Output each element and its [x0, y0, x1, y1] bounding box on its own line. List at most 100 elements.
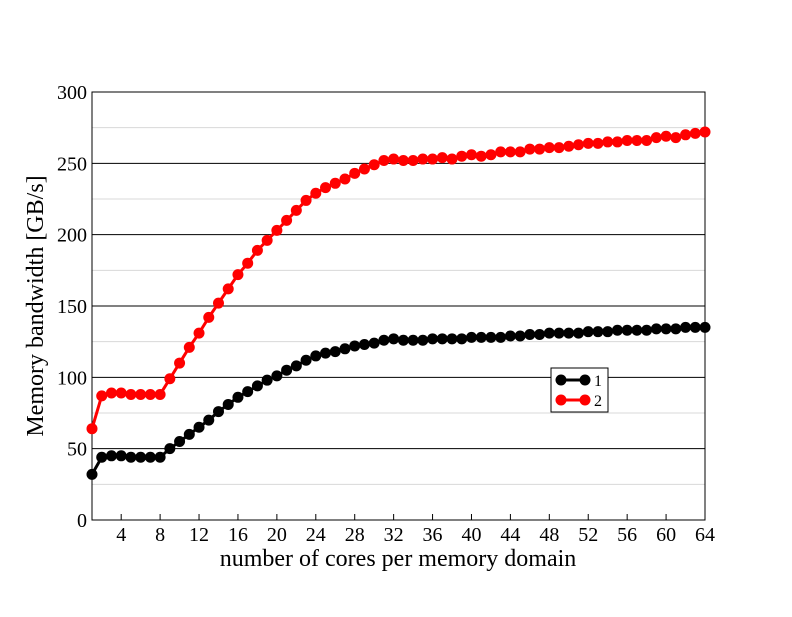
data-point [86, 468, 98, 480]
data-point [115, 450, 127, 462]
data-point [456, 333, 468, 345]
data-point [611, 136, 623, 148]
data-point [427, 333, 439, 345]
data-point [125, 388, 137, 400]
data-point [689, 127, 701, 139]
data-point [310, 350, 322, 362]
plot-frame [91, 91, 706, 521]
data-point [582, 326, 594, 338]
data-point [339, 173, 351, 185]
data-point [699, 126, 711, 138]
data-point [212, 297, 224, 309]
data-point [592, 137, 604, 149]
data-point [251, 244, 263, 256]
data-point [670, 132, 682, 144]
series-line [90, 325, 705, 476]
data-point [281, 364, 293, 376]
data-point [436, 152, 448, 164]
data-point [290, 204, 302, 216]
legend: 12 [550, 367, 609, 413]
data-point [144, 388, 156, 400]
data-point [212, 406, 224, 418]
data-point [164, 373, 176, 385]
data-point [504, 146, 516, 158]
x-tick-label: 4 [116, 524, 126, 546]
data-point [543, 142, 555, 154]
data-point [222, 398, 234, 410]
data-point [300, 194, 312, 206]
data-point [524, 329, 536, 341]
data-point [582, 137, 594, 149]
y-tick-label: 150 [57, 296, 87, 318]
data-point [670, 323, 682, 335]
data-point [475, 331, 487, 343]
x-tick-label: 64 [695, 524, 715, 546]
legend-marker [579, 374, 591, 386]
data-point [115, 387, 127, 399]
data-point [534, 143, 546, 155]
x-tick-label: 52 [578, 524, 598, 546]
data-point [378, 154, 390, 166]
x-tick-label: 28 [345, 524, 365, 546]
x-tick-label: 24 [306, 524, 326, 546]
data-point [349, 340, 361, 352]
data-point [242, 386, 254, 398]
data-point [514, 146, 526, 158]
data-point [300, 354, 312, 366]
data-point [407, 154, 419, 166]
data-point [485, 149, 497, 161]
data-point [553, 327, 565, 339]
data-point [485, 331, 497, 343]
data-point [183, 341, 195, 353]
data-point [563, 140, 575, 152]
x-tick-label: 56 [617, 524, 637, 546]
data-point [446, 153, 458, 165]
data-point [621, 324, 633, 336]
data-point [368, 337, 380, 349]
data-point [680, 129, 692, 141]
data-point [465, 149, 477, 161]
data-point [320, 182, 332, 194]
data-point [475, 150, 487, 162]
data-point [641, 135, 653, 147]
data-point [621, 135, 633, 147]
data-point [650, 132, 662, 144]
data-point [232, 391, 244, 403]
data-point [378, 334, 390, 346]
data-point [680, 321, 692, 333]
x-tick-label: 12 [189, 524, 209, 546]
data-point [174, 357, 186, 369]
data-point [368, 159, 380, 171]
y-tick-label: 200 [57, 225, 87, 247]
x-tick-label: 20 [267, 524, 287, 546]
data-point [495, 331, 507, 343]
data-point [261, 234, 273, 246]
data-point [86, 423, 98, 435]
data-point [281, 214, 293, 226]
data-point [329, 346, 341, 358]
data-point [553, 142, 565, 154]
data-point [573, 139, 585, 151]
data-point [96, 451, 108, 463]
data-point [388, 333, 400, 345]
data-point [310, 187, 322, 199]
data-point [174, 436, 186, 448]
data-point [349, 167, 361, 179]
data-point [504, 330, 516, 342]
data-point [631, 324, 643, 336]
x-tick-label: 60 [656, 524, 676, 546]
data-point [543, 327, 555, 339]
data-point [641, 324, 653, 336]
x-tick-label: 8 [155, 524, 165, 546]
data-point [135, 388, 147, 400]
x-axis-label: number of cores per memory domain [220, 546, 577, 572]
data-point [193, 327, 205, 339]
data-point [358, 339, 370, 351]
data-point [96, 390, 108, 402]
legend-label: 2 [594, 393, 602, 410]
data-point [660, 130, 672, 142]
x-tick-label: 32 [384, 524, 404, 546]
y-tick-label: 250 [57, 153, 87, 175]
data-point [154, 451, 166, 463]
